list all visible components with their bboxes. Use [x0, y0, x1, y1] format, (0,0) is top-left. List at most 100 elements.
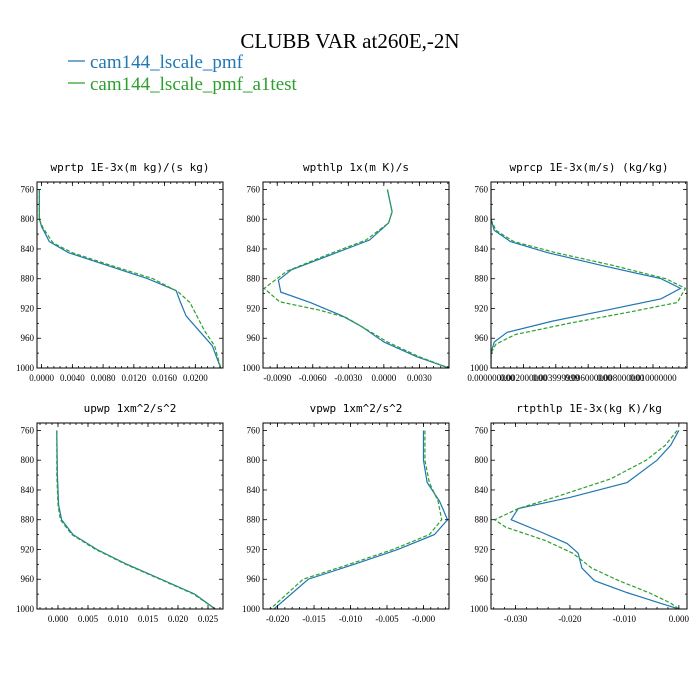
y-tick-label: 1000	[242, 363, 261, 373]
series-line-2	[263, 189, 449, 368]
x-tick-label: -0.005	[375, 614, 399, 624]
y-tick-label: 800	[21, 455, 35, 465]
panel-title: vpwp 1xm^2/s^2	[310, 402, 403, 415]
y-tick-label: 1000	[16, 363, 35, 373]
x-tick-label: 0.0030	[407, 373, 432, 383]
x-tick-label: 0.0120	[121, 373, 146, 383]
series-line-1	[38, 189, 222, 368]
y-tick-label: 920	[475, 544, 489, 554]
y-tick-label: 840	[247, 485, 261, 495]
y-tick-label: 880	[475, 274, 489, 284]
x-tick-label: 0.002000000	[500, 373, 548, 383]
series-line-2	[38, 189, 222, 368]
plot-frame	[36, 422, 224, 610]
series-line-2	[491, 189, 687, 368]
x-tick-label: 0.005	[78, 614, 99, 624]
panel-title: wprtp 1E-3x(m kg)/(s kg)	[51, 161, 210, 174]
y-tick-label: 880	[21, 515, 35, 525]
series-line-1	[273, 430, 449, 609]
series-line-2	[493, 430, 680, 609]
panel-title: rtpthlp 1E-3x(kg K)/kg	[516, 402, 662, 415]
x-tick-label: 0.010000000	[629, 373, 677, 383]
y-tick-label: 880	[475, 515, 489, 525]
series-group	[56, 430, 216, 609]
series-line-2	[269, 430, 443, 609]
x-tick-label: 0.025	[198, 614, 219, 624]
y-tick-label: 800	[21, 214, 35, 224]
series-group	[269, 430, 449, 609]
x-tick-label: 0.0040	[60, 373, 85, 383]
y-tick-label: 920	[21, 544, 35, 554]
panel-5: vpwp 1xm^2/s^2 760 800 840 880 920 960 1000 -0.0…	[242, 402, 450, 624]
series-line-1	[277, 189, 449, 368]
y-tick-label: 920	[21, 303, 35, 313]
x-tick-label: -0.015	[302, 614, 326, 624]
panel-6: rtpthlp 1E-3x(kg K)/kg 760 800 840 880 920 960…	[470, 402, 689, 624]
series-group	[263, 189, 449, 368]
plot-frame	[262, 181, 450, 369]
y-tick-label: 920	[247, 303, 261, 313]
y-tick-label: 760	[475, 425, 489, 435]
y-tick-label: 880	[247, 274, 261, 284]
legend: cam144_lscale_pmf cam144_lscale_pmf_a1te…	[68, 52, 298, 95]
x-tick-label: 0.010	[108, 614, 129, 624]
y-tick-label: 880	[21, 274, 35, 284]
y-tick-label: 840	[21, 244, 35, 254]
panel-4: upwp 1xm^2/s^2 760 800 840 880 920 960 1000 0.00…	[16, 402, 224, 624]
y-tick-label: 960	[475, 333, 489, 343]
y-tick-label: 960	[21, 574, 35, 584]
y-tick-label: 960	[247, 574, 261, 584]
y-tick-label: 840	[475, 485, 489, 495]
y-tick-label: 1000	[470, 363, 489, 373]
x-tick-label: 0.0080	[91, 373, 116, 383]
y-tick-label: 800	[247, 214, 261, 224]
x-tick-label: 0.003999999	[532, 373, 580, 383]
y-tick-label: 760	[247, 184, 261, 194]
x-tick-label: -0.030	[504, 614, 528, 624]
y-tick-label: 920	[247, 544, 261, 554]
x-tick-label: -0.020	[558, 614, 582, 624]
panel-1: wprtp 1E-3x(m kg)/(s kg) 760 800 840 880 920 9…	[16, 161, 224, 383]
x-tick-label: 0.000	[669, 614, 690, 624]
x-tick-label: 0.000000000	[467, 373, 515, 383]
x-tick-label: 0.0160	[152, 373, 177, 383]
y-tick-label: 960	[21, 333, 35, 343]
x-tick-label: 0.0000	[29, 373, 54, 383]
series-line-2	[56, 430, 216, 609]
x-tick-label: 0.0000	[371, 373, 396, 383]
x-tick-label: -0.000	[412, 614, 436, 624]
series-group	[38, 189, 222, 368]
y-tick-label: 880	[247, 515, 261, 525]
x-tick-label: 0.020	[168, 614, 189, 624]
panel-title: upwp 1xm^2/s^2	[84, 402, 177, 415]
x-tick-label: -0.010	[613, 614, 637, 624]
x-tick-label: 0.000	[48, 614, 69, 624]
x-tick-label: -0.0060	[299, 373, 327, 383]
y-tick-label: 1000	[470, 604, 489, 614]
y-tick-label: 760	[475, 184, 489, 194]
series-line-1	[491, 189, 682, 368]
series-group	[493, 430, 680, 609]
y-tick-label: 840	[247, 244, 261, 254]
y-tick-label: 760	[21, 184, 35, 194]
panel-2: wpthlp 1x(m K)/s7608008408809209601000-0…	[242, 161, 450, 383]
series-line-1	[56, 430, 216, 609]
panel-title: wprcp 1E-3x(m/s) (kg/kg)	[510, 161, 669, 174]
panel-title: wpthlp 1x(m K)/s	[303, 161, 409, 174]
plot-frame	[262, 422, 450, 610]
legend-label-1: cam144_lscale_pmf	[90, 52, 244, 73]
x-tick-label: 0.015	[138, 614, 159, 624]
x-tick-label: -0.010	[339, 614, 363, 624]
y-tick-label: 840	[475, 244, 489, 254]
y-tick-label: 760	[247, 425, 261, 435]
y-tick-label: 960	[247, 333, 261, 343]
x-tick-label: 0.0200	[183, 373, 208, 383]
y-tick-label: 800	[475, 214, 489, 224]
x-tick-label: -0.0030	[334, 373, 362, 383]
x-tick-label: 0.008000000	[597, 373, 645, 383]
plot-frame	[490, 181, 688, 369]
x-tick-label: -0.0090	[263, 373, 291, 383]
series-line-1	[510, 430, 680, 609]
legend-label-2: cam144_lscale_pmf_a1test	[90, 74, 298, 95]
x-tick-label: -0.020	[266, 614, 290, 624]
